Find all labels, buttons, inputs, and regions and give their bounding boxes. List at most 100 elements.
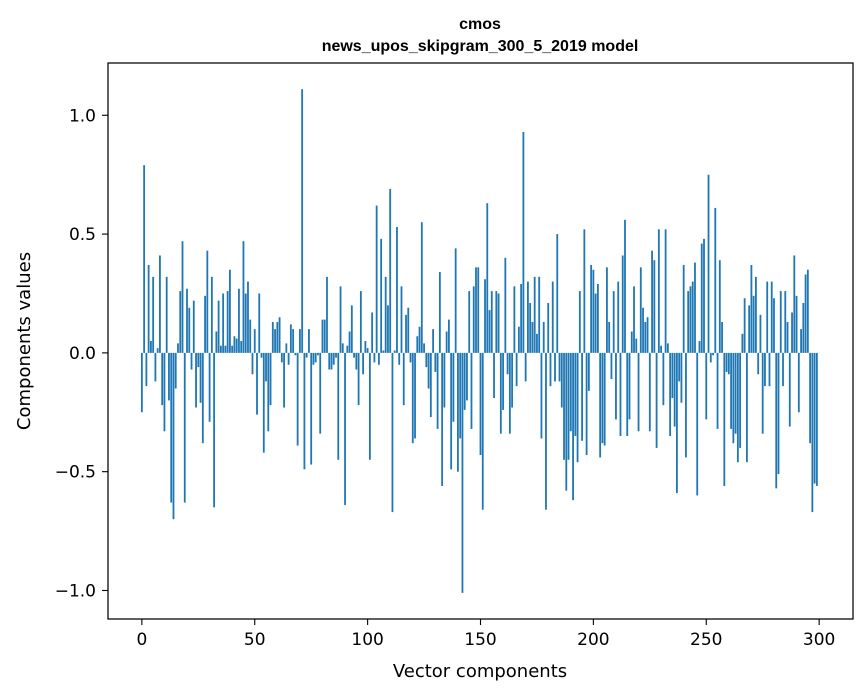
bar-210 [615, 352, 617, 420]
bar-43 [238, 288, 240, 353]
bar-63 [283, 352, 285, 408]
bar-151 [481, 352, 484, 510]
bar-214 [624, 219, 626, 353]
bar-70 [298, 329, 301, 353]
bar-19 [183, 352, 186, 503]
bar-220 [637, 352, 640, 432]
bar-162 [506, 352, 509, 375]
bar-285 [784, 291, 787, 353]
bar-126 [425, 352, 428, 368]
bar-224 [646, 317, 649, 353]
y-axis-ticks: −1.0 −0.5 0.0 0.5 1.0 [55, 106, 108, 601]
bar-217 [630, 331, 633, 353]
bar-4 [149, 341, 152, 353]
bar-37 [224, 345, 227, 353]
bar-140 [457, 352, 459, 472]
bar-98 [362, 352, 365, 375]
bar-117 [405, 314, 407, 353]
bar-174 [533, 276, 536, 353]
bar-79 [319, 352, 322, 434]
bar-197 [585, 352, 588, 456]
bar-112 [393, 350, 396, 353]
bar-55 [265, 352, 267, 382]
bar-3 [147, 264, 150, 353]
x-tick-label: 300 [803, 630, 835, 650]
bar-297 [811, 352, 814, 513]
bar-51 [256, 352, 258, 415]
y-tick-label: −0.5 [55, 463, 96, 483]
bar-279 [770, 281, 773, 353]
bar-267 [743, 298, 746, 353]
bar-99 [364, 341, 367, 353]
bar-287 [788, 352, 791, 427]
bar-185 [558, 352, 561, 382]
bar-277 [766, 281, 769, 353]
bar-177 [540, 352, 543, 439]
bar-232 [664, 229, 667, 353]
bar-196 [583, 229, 586, 353]
bar-21 [188, 307, 191, 353]
bar-15 [174, 352, 177, 389]
bar-226 [651, 250, 653, 353]
bar-38 [226, 291, 229, 353]
bar-296 [809, 352, 812, 444]
bar-67 [292, 329, 295, 353]
bar-16 [177, 343, 179, 353]
bar-92 [348, 331, 351, 353]
bar-150 [479, 352, 482, 456]
bar-series [140, 89, 818, 593]
bar-167 [517, 326, 520, 353]
bar-201 [594, 293, 597, 353]
bar-11 [165, 276, 168, 353]
bar-273 [757, 352, 760, 375]
bar-237 [676, 352, 678, 494]
y-axis-label: Components values [14, 252, 35, 430]
bar-85 [332, 352, 335, 365]
bar-166 [515, 352, 518, 387]
bar-234 [669, 352, 672, 437]
bar-137 [450, 352, 453, 470]
chart-title-line-2: news_upos_skipgram_300_5_2019 model [322, 38, 639, 55]
bar-191 [572, 352, 574, 501]
bar-68 [294, 352, 297, 356]
bar-134 [443, 352, 446, 408]
bar-295 [806, 269, 809, 353]
bar-141 [459, 352, 462, 439]
bar-255 [716, 352, 719, 429]
bar-292 [800, 329, 802, 353]
bar-66 [289, 324, 292, 353]
x-tick-label: 250 [690, 630, 722, 650]
bar-265 [739, 352, 742, 448]
bar-199 [590, 264, 593, 353]
bar-113 [396, 226, 398, 353]
bar-235 [671, 352, 674, 399]
bar-169 [522, 131, 525, 353]
bar-72 [303, 352, 306, 470]
bar-215 [626, 352, 629, 437]
bar-83 [328, 352, 331, 370]
bar-56 [267, 352, 270, 432]
bar-163 [508, 352, 511, 434]
bar-259 [725, 352, 728, 372]
bar-233 [666, 343, 669, 353]
bar-194 [578, 291, 581, 353]
bar-74 [308, 329, 310, 353]
bar-198 [587, 352, 590, 391]
bar-132 [438, 272, 441, 353]
bar-251 [707, 174, 710, 353]
bar-205 [603, 352, 606, 446]
bar-44 [240, 341, 243, 353]
bar-108 [384, 276, 387, 353]
bar-143 [463, 352, 466, 410]
bar-10 [163, 352, 166, 432]
bar-128 [429, 352, 432, 418]
bar-298 [813, 352, 816, 484]
bar-107 [382, 350, 385, 353]
bar-110 [389, 188, 392, 353]
bar-258 [723, 352, 726, 486]
bar-202 [596, 283, 599, 353]
bar-228 [655, 352, 658, 448]
bar-87 [337, 352, 340, 460]
bar-86 [335, 352, 337, 358]
bar-103 [373, 352, 376, 363]
